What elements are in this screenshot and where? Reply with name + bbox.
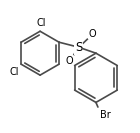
Text: O: O xyxy=(89,29,96,39)
Text: Br: Br xyxy=(100,110,111,120)
Text: O: O xyxy=(65,56,73,66)
Text: Cl: Cl xyxy=(10,67,19,77)
Text: S: S xyxy=(75,41,82,54)
Text: Cl: Cl xyxy=(37,18,46,28)
